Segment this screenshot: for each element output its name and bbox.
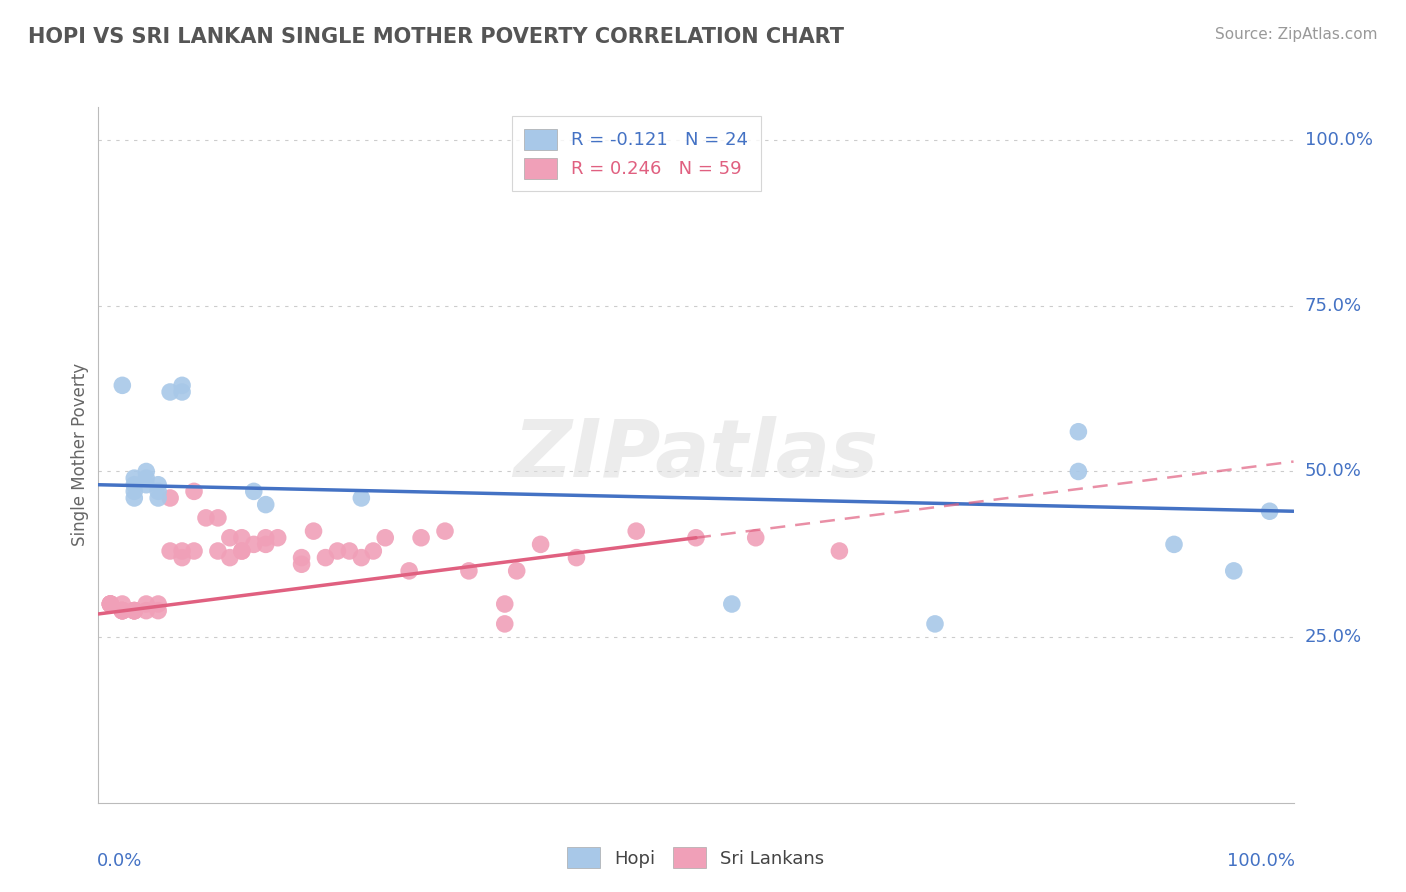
- Point: [124, 604, 146, 618]
- Point: [148, 604, 170, 618]
- Point: [98, 597, 122, 611]
- Point: [111, 604, 134, 618]
- Point: [267, 531, 290, 545]
- Point: [172, 384, 194, 399]
- Point: [148, 477, 170, 491]
- Point: [183, 544, 205, 558]
- Point: [1258, 504, 1281, 518]
- Point: [506, 564, 529, 578]
- Point: [172, 378, 194, 392]
- Text: 100.0%: 100.0%: [1305, 131, 1372, 149]
- Point: [745, 531, 768, 545]
- Point: [148, 597, 170, 611]
- Point: [124, 604, 146, 618]
- Point: [135, 604, 157, 618]
- Point: [135, 465, 157, 479]
- Point: [219, 531, 242, 545]
- Point: [135, 471, 157, 485]
- Point: [135, 477, 157, 491]
- Point: [231, 544, 253, 558]
- Point: [124, 484, 146, 499]
- Point: [924, 616, 946, 631]
- Text: HOPI VS SRI LANKAN SINGLE MOTHER POVERTY CORRELATION CHART: HOPI VS SRI LANKAN SINGLE MOTHER POVERTY…: [28, 27, 844, 46]
- Point: [111, 378, 134, 392]
- Point: [243, 484, 266, 499]
- Point: [172, 544, 194, 558]
- Point: [111, 604, 134, 618]
- Point: [124, 604, 146, 618]
- Point: [124, 471, 146, 485]
- Point: [172, 550, 194, 565]
- Point: [685, 531, 707, 545]
- Point: [207, 511, 229, 525]
- Point: [529, 537, 551, 551]
- Text: 50.0%: 50.0%: [1305, 462, 1361, 481]
- Point: [1067, 425, 1090, 439]
- Point: [148, 491, 170, 505]
- Point: [111, 604, 134, 618]
- Point: [219, 550, 242, 565]
- Point: [494, 616, 516, 631]
- Point: [494, 597, 516, 611]
- Point: [183, 484, 205, 499]
- Point: [254, 531, 277, 545]
- Point: [159, 384, 181, 399]
- Point: [326, 544, 349, 558]
- Legend: Hopi, Sri Lankans: Hopi, Sri Lankans: [558, 838, 834, 877]
- Point: [1163, 537, 1185, 551]
- Point: [1222, 564, 1246, 578]
- Point: [828, 544, 851, 558]
- Point: [124, 477, 146, 491]
- Point: [111, 597, 134, 611]
- Point: [159, 544, 181, 558]
- Text: 0.0%: 0.0%: [97, 852, 142, 870]
- Point: [254, 537, 277, 551]
- Point: [363, 544, 385, 558]
- Point: [231, 531, 253, 545]
- Point: [194, 511, 217, 525]
- Point: [1067, 465, 1090, 479]
- Point: [111, 604, 134, 618]
- Point: [207, 544, 229, 558]
- Point: [124, 491, 146, 505]
- Point: [721, 597, 744, 611]
- Text: 25.0%: 25.0%: [1305, 628, 1362, 646]
- Point: [254, 498, 277, 512]
- Point: [290, 550, 312, 565]
- Point: [98, 597, 122, 611]
- Point: [124, 604, 146, 618]
- Point: [398, 564, 420, 578]
- Text: ZIPatlas: ZIPatlas: [513, 416, 879, 494]
- Point: [111, 604, 134, 618]
- Point: [374, 531, 396, 545]
- Point: [337, 544, 360, 558]
- Point: [98, 597, 122, 611]
- Point: [243, 537, 266, 551]
- Point: [433, 524, 456, 538]
- Text: 75.0%: 75.0%: [1305, 297, 1362, 315]
- Point: [350, 550, 373, 565]
- Point: [565, 550, 588, 565]
- Point: [458, 564, 481, 578]
- Point: [135, 597, 157, 611]
- Point: [159, 491, 181, 505]
- Point: [411, 531, 433, 545]
- Point: [148, 484, 170, 499]
- Point: [302, 524, 325, 538]
- Text: Source: ZipAtlas.com: Source: ZipAtlas.com: [1215, 27, 1378, 42]
- Text: 100.0%: 100.0%: [1226, 852, 1295, 870]
- Point: [350, 491, 373, 505]
- Y-axis label: Single Mother Poverty: Single Mother Poverty: [70, 363, 89, 547]
- Point: [315, 550, 337, 565]
- Point: [98, 597, 122, 611]
- Point: [231, 544, 253, 558]
- Point: [290, 558, 312, 572]
- Point: [124, 604, 146, 618]
- Point: [624, 524, 647, 538]
